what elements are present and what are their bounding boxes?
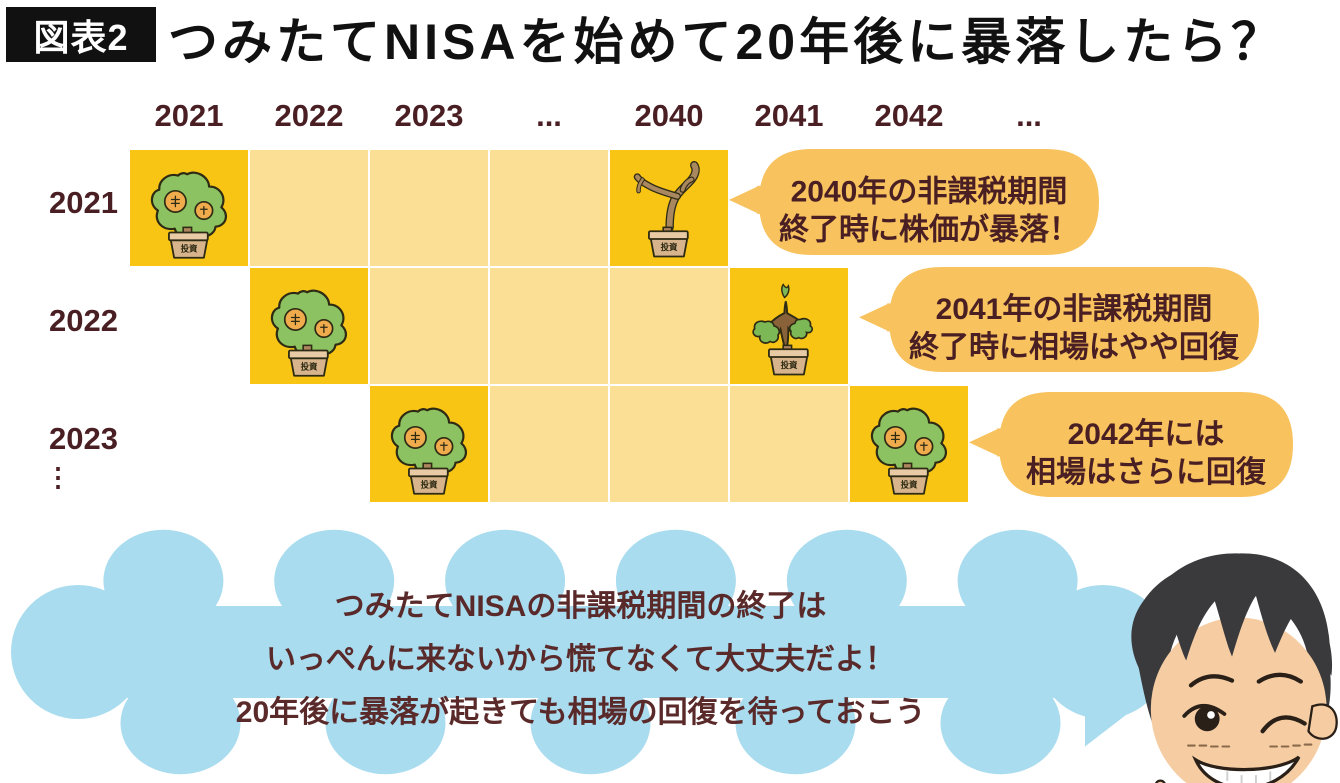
svg-text:2040年の非課税期間: 2040年の非課税期間 — [791, 174, 1068, 208]
svg-text:つみたてNISAの非課税期間の終了は: つみたてNISAの非課税期間の終了は — [335, 589, 827, 623]
svg-text:2041年の非課税期間: 2041年の非課税期間 — [936, 292, 1213, 326]
svg-text:いっぺんに来ないから慌てなくて大丈夫だよ！: いっぺんに来ないから慌てなくて大丈夫だよ！ — [266, 643, 895, 676]
svg-text:相場はさらに回復: 相場はさらに回復 — [1026, 456, 1267, 489]
svg-text:終了時に株価が暴落！: 終了時に株価が暴落！ — [779, 213, 1079, 247]
svg-text:2042年には: 2042年には — [1068, 418, 1225, 451]
svg-text:終了時に相場はやや回復: 終了時に相場はやや回復 — [909, 330, 1240, 364]
svg-text:20年後に暴落が起きても相場の回復を待っておこう: 20年後に暴落が起きても相場の回復を待っておこう — [236, 695, 925, 729]
